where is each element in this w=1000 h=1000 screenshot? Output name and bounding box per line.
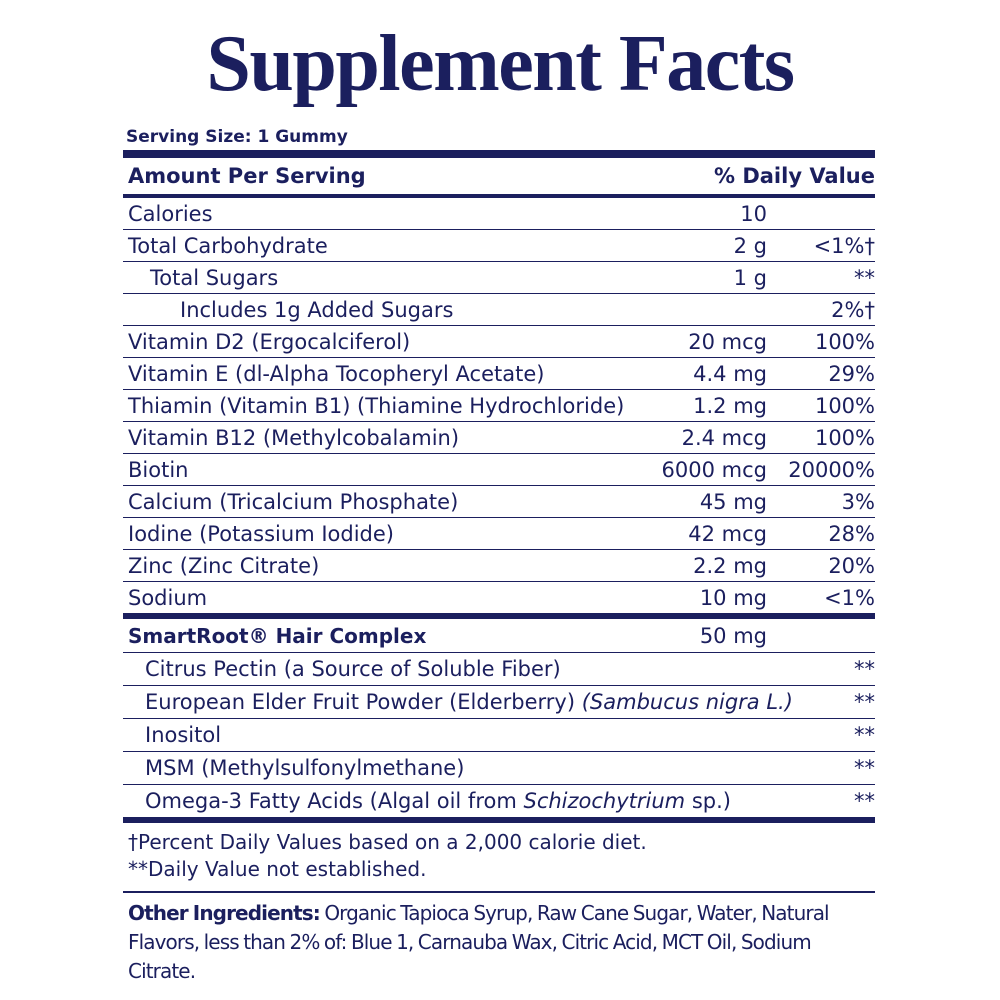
complex-item: MSM (Methylsulfonylmethane) ** — [123, 752, 875, 785]
complex-header: SmartRoot® Hair Complex 50 mg — [123, 619, 875, 653]
divider — [123, 150, 875, 158]
nutrient-row: Sodium 10 mg <1% — [123, 582, 875, 619]
nutrient-row: Iodine (Potassium Iodide) 42 mcg 28% — [123, 518, 875, 550]
nutrient-row: Thiamin (Vitamin B1) (Thiamine Hydrochlo… — [123, 390, 875, 422]
nutrient-row: Total Sugars 1 g ** — [123, 262, 875, 294]
nutrient-row: Total Carbohydrate 2 g <1%† — [123, 230, 875, 262]
nutrient-row: Calories 10 — [123, 198, 875, 230]
nutrient-amount: 1.2 mg — [693, 393, 767, 418]
nutrient-dv: 28% — [828, 521, 875, 546]
complex-name: SmartRoot® Hair Complex — [128, 623, 427, 648]
complex-item-dv: ** — [854, 690, 875, 714]
nutrient-dv: 3% — [841, 489, 875, 514]
nutrient-name: Zinc (Zinc Citrate) — [128, 553, 320, 578]
complex-item-name: Inositol — [123, 723, 767, 747]
nutrient-name: Calories — [128, 201, 213, 226]
title: Supplement Facts — [206, 20, 795, 108]
nutrient-dv: <1%† — [813, 233, 875, 258]
nutrient-dv: 20% — [828, 553, 875, 578]
nutrient-amount: 10 — [740, 201, 767, 226]
nutrient-amount: 4.4 mg — [693, 361, 767, 386]
nutrient-dv: 100% — [814, 393, 875, 418]
complex-amount: 50 mg — [699, 623, 767, 648]
nutrient-row: Vitamin D2 (Ergocalciferol) 20 mcg 100% — [123, 326, 875, 358]
complex-item: Inositol ** — [123, 719, 875, 752]
other-label: Other Ingredients: — [128, 901, 321, 925]
name-segment: Inositol — [145, 723, 222, 747]
complex-item-name: Citrus Pectin (a Source of Soluble Fiber… — [123, 657, 767, 681]
nutrient-amount: 45 mg — [699, 489, 767, 514]
name-segment: (Sambucus nigra L.) — [581, 690, 793, 714]
other-text: Organic Tapioca Syrup, Raw Cane Sugar, W… — [128, 901, 830, 983]
nutrient-dv: 2%† — [831, 297, 875, 322]
header-amount: Amount Per Serving — [128, 164, 366, 188]
complex-item-dv: ** — [854, 756, 875, 780]
nutrient-name: Calcium (Tricalcium Phosphate) — [128, 489, 459, 514]
footnote: †Percent Daily Values based on a 2,000 c… — [128, 830, 647, 854]
nutrient-dv: 100% — [814, 329, 875, 354]
complex-item-dv: ** — [854, 723, 875, 747]
nutrient-row: Biotin 6000 mcg 20000% — [123, 454, 875, 486]
name-segment: MSM (Methylsulfonylmethane) — [145, 756, 465, 780]
nutrient-name: Includes 1g Added Sugars — [180, 297, 454, 322]
nutrient-row: Vitamin B12 (Methylcobalamin) 2.4 mcg 100% — [123, 422, 875, 454]
nutrient-row: Zinc (Zinc Citrate) 2.2 mg 20% — [123, 550, 875, 582]
nutrient-dv: 29% — [828, 361, 875, 386]
nutrient-amount: 2 g — [733, 233, 767, 258]
nutrient-dv: <1% — [824, 585, 875, 610]
nutrient-dv: ** — [854, 265, 875, 290]
nutrient-row: Vitamin E (dl-Alpha Tocopheryl Acetate) 4… — [123, 358, 875, 390]
name-segment: Omega-3 Fatty Acids (Algal oil from — [145, 789, 524, 813]
complex-item-name: European Elder Fruit Powder (Elderberry)… — [123, 690, 793, 714]
complex-item-name: MSM (Methylsulfonylmethane) — [123, 756, 767, 780]
complex-item: Citrus Pectin (a Source of Soluble Fiber… — [123, 653, 875, 686]
nutrient-dv: 100% — [814, 425, 875, 450]
complex-item: European Elder Fruit Powder (Elderberry)… — [123, 686, 875, 719]
complex-item-dv: ** — [854, 657, 875, 681]
nutrient-name: Total Carbohydrate — [128, 233, 328, 258]
nutrient-dv: 20000% — [788, 457, 875, 482]
nutrient-name: Thiamin (Vitamin B1) (Thiamine Hydrochlo… — [128, 393, 625, 418]
nutrient-name: Iodine (Potassium Iodide) — [128, 521, 394, 546]
footnotes: †Percent Daily Values based on a 2,000 c… — [123, 823, 875, 893]
other-ingredients: Other Ingredients: Organic Tapioca Syrup… — [123, 893, 875, 986]
serving-size: Serving Size: 1 Gummy — [126, 127, 348, 147]
nutrient-amount: 6000 mcg — [661, 457, 767, 482]
complex-rows: SmartRoot® Hair Complex 50 mg Citrus Pecti… — [123, 619, 875, 823]
nutrient-name: Vitamin E (dl-Alpha Tocopheryl Acetate) — [128, 361, 545, 386]
nutrient-name: Vitamin B12 (Methylcobalamin) — [128, 425, 460, 450]
nutrient-name: Sodium — [128, 585, 208, 610]
nutrient-name: Total Sugars — [150, 265, 279, 290]
complex-item-dv: ** — [854, 789, 875, 813]
nutrient-row: Calcium (Tricalcium Phosphate) 45 mg 3% — [123, 486, 875, 518]
name-segment: European Elder Fruit Powder (Elderberry) — [145, 690, 582, 714]
nutrient-name: Biotin — [128, 457, 189, 482]
header-row: Amount Per Serving % Daily Value — [123, 158, 875, 198]
name-segment: sp.) — [685, 789, 731, 813]
nutrient-row: Includes 1g Added Sugars 2%† — [123, 294, 875, 326]
name-segment: Citrus Pectin (a Source of Soluble Fiber… — [145, 657, 561, 681]
name-segment: Schizochytrium — [523, 789, 686, 813]
complex-item-name: Omega-3 Fatty Acids (Algal oil from Schi… — [123, 789, 767, 813]
header-dv: % Daily Value — [713, 164, 875, 188]
nutrient-name: Vitamin D2 (Ergocalciferol) — [128, 329, 411, 354]
facts-panel: Serving Size: 1 Gummy Amount Per Serving… — [123, 124, 875, 986]
nutrient-amount: 2.4 mcg — [681, 425, 767, 450]
nutrient-amount: 42 mcg — [688, 521, 767, 546]
nutrient-amount: 2.2 mg — [693, 553, 767, 578]
nutrient-rows: Calories 10 Total Carbohydrate 2 g <1%† Total… — [123, 198, 875, 619]
nutrient-amount: 20 mcg — [688, 329, 767, 354]
nutrient-amount: 1 g — [733, 265, 767, 290]
complex-item: Omega-3 Fatty Acids (Algal oil from Schi… — [123, 785, 875, 823]
nutrient-amount: 10 mg — [699, 585, 767, 610]
footnote: **Daily Value not established. — [128, 857, 427, 881]
